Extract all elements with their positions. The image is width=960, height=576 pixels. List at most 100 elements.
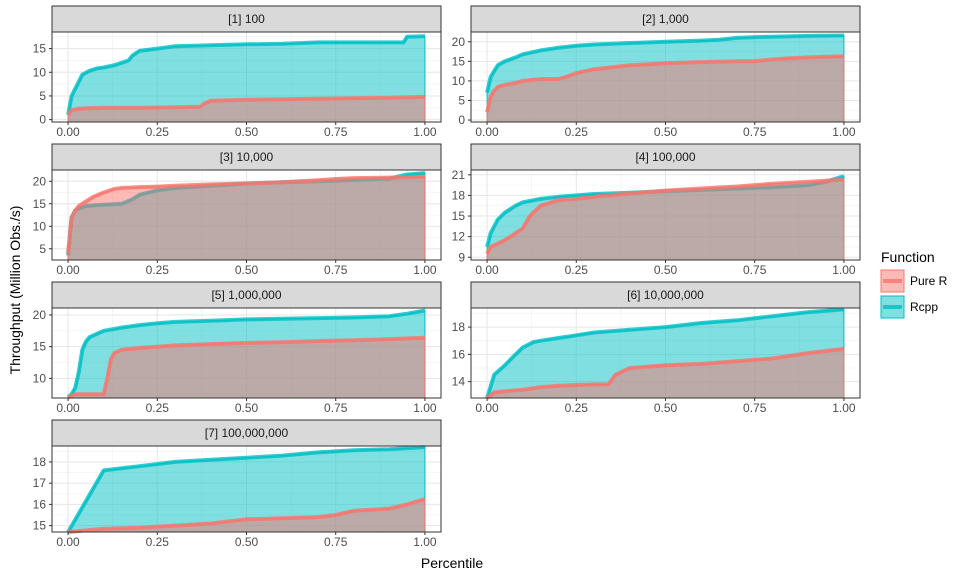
panel-strip-label: [7] 100,000,000 <box>205 426 289 440</box>
line-rcpp <box>66 308 426 399</box>
panel-1: [1] 100 0 5 10 15 0.00 0.25 0.50 0.75 1.00 <box>33 5 442 139</box>
x-tick-label: 0.00 <box>56 263 80 277</box>
line-rcpp <box>66 445 426 534</box>
legend-label: Pure R <box>910 274 948 288</box>
panel-strip-label: [2] 1,000 <box>642 12 689 26</box>
x-tick-label: 0.00 <box>475 263 499 277</box>
x-tick-label: 0.50 <box>654 401 678 415</box>
y-tick-label: 15 <box>452 209 466 223</box>
y-tick-label: 16 <box>452 347 466 361</box>
y-tick-label: 5 <box>458 93 465 107</box>
line-pure-r <box>485 346 845 400</box>
line-rcpp <box>485 33 844 94</box>
y-tick-label: 20 <box>33 174 47 188</box>
x-tick-label: 0.00 <box>56 535 80 549</box>
x-tick-label: 0.50 <box>654 125 678 139</box>
legend-key-rcpp: Rcpp <box>880 295 938 319</box>
y-tick-label: 9 <box>458 250 465 264</box>
x-tick-label: 0.75 <box>324 263 348 277</box>
y-tick-label: 5 <box>39 89 46 103</box>
x-axis-title: Percentile <box>421 555 483 571</box>
line-pure-r <box>485 177 845 255</box>
x-tick-label: 0.25 <box>565 263 589 277</box>
y-tick-label: 15 <box>33 519 47 533</box>
y-tick-label: 20 <box>452 35 466 49</box>
y-tick-label: 10 <box>33 65 47 79</box>
line-pure-r <box>66 174 425 254</box>
x-tick-label: 0.75 <box>743 263 767 277</box>
y-tick-label: 0 <box>458 113 465 127</box>
y-tick-label: 15 <box>452 54 466 68</box>
y-tick-label: 15 <box>33 197 47 211</box>
x-tick-label: 0.50 <box>235 401 259 415</box>
x-tick-label: 0.75 <box>324 125 348 139</box>
panel-strip <box>470 281 861 309</box>
y-tick-label: 17 <box>33 476 47 490</box>
x-tick-label: 1.00 <box>832 125 856 139</box>
y-tick-label: 10 <box>452 74 466 88</box>
x-tick-label: 0.75 <box>743 401 767 415</box>
y-tick-label: 15 <box>33 42 47 56</box>
line-pure-r <box>67 497 426 534</box>
y-tick-label: 5 <box>39 242 46 256</box>
panel-strip <box>51 143 442 171</box>
y-tick-label: 0 <box>39 113 46 127</box>
panel-strip <box>51 5 442 33</box>
panel-strip-label: [5] 1,000,000 <box>211 288 281 302</box>
panel-strip-label: [3] 10,000 <box>220 150 274 164</box>
panel-strip-label: [4] 100,000 <box>635 150 695 164</box>
line-pure-r <box>485 54 844 113</box>
legend-label: Rcpp <box>910 300 938 314</box>
y-tick-label: 18 <box>33 455 47 469</box>
x-tick-label: 0.75 <box>743 125 767 139</box>
y-tick-label: 10 <box>33 371 47 385</box>
x-tick-label: 0.25 <box>565 401 589 415</box>
x-tick-label: 0.50 <box>235 263 259 277</box>
y-tick-label: 16 <box>33 497 47 511</box>
y-tick-label: 14 <box>452 375 466 389</box>
legend-key-pure-r: Pure R <box>880 269 948 293</box>
x-tick-label: 1.00 <box>832 401 856 415</box>
y-tick-label: 20 <box>33 308 47 322</box>
x-tick-label: 1.00 <box>832 263 856 277</box>
y-tick-label: 18 <box>452 320 466 334</box>
legend: Function Pure R Rcpp <box>880 249 948 319</box>
panel-6: [6] 10,000,000 14 16 18 0.00 0.25 0.50 0.75 1.00 <box>452 281 861 415</box>
x-tick-label: 0.25 <box>146 401 170 415</box>
y-tick-label: 21 <box>452 168 466 182</box>
x-tick-label: 1.00 <box>413 125 437 139</box>
x-tick-label: 1.00 <box>413 535 437 549</box>
x-tick-label: 0.50 <box>235 535 259 549</box>
x-tick-label: 0.50 <box>235 125 259 139</box>
panel-3: [3] 10,000 5 10 15 20 0.00 0.25 0.50 0.75 1.00 <box>33 143 442 277</box>
x-tick-label: 0.25 <box>565 125 589 139</box>
line-pure-r <box>66 94 425 117</box>
line-rcpp <box>485 307 845 399</box>
panel-5: [5] 1,000,000 10 15 20 0.00 0.25 0.50 0.75 1.00 <box>33 281 442 415</box>
panel-2: [2] 1,000 0 5 10 15 20 0.00 0.25 0.50 0.75 1.00 <box>452 5 861 139</box>
y-tick-label: 12 <box>452 230 466 244</box>
x-tick-label: 0.75 <box>324 535 348 549</box>
line-pure-r <box>67 335 425 400</box>
y-axis-title: Throughput (Million Obs./s) <box>7 206 23 375</box>
x-tick-label: 0.00 <box>56 401 80 415</box>
x-tick-label: 0.00 <box>475 125 499 139</box>
legend-title: Function <box>881 249 935 265</box>
x-tick-label: 0.50 <box>654 263 678 277</box>
x-tick-label: 0.00 <box>475 401 499 415</box>
y-tick-label: 15 <box>33 340 47 354</box>
panel-4: [4] 100,000 9 12 15 18 21 0.00 0.25 0.50 0.75 1.00 <box>452 143 861 277</box>
panel-strip <box>470 143 861 171</box>
line-rcpp <box>66 34 425 116</box>
x-tick-label: 0.25 <box>146 263 170 277</box>
x-tick-label: 1.00 <box>413 401 437 415</box>
x-tick-label: 1.00 <box>413 263 437 277</box>
x-tick-label: 0.75 <box>324 401 348 415</box>
x-tick-label: 0.00 <box>56 125 80 139</box>
y-tick-label: 10 <box>33 219 47 233</box>
y-tick-label: 18 <box>452 188 466 202</box>
x-tick-label: 0.25 <box>146 535 170 549</box>
panel-strip-label: [1] 100 <box>228 12 265 26</box>
x-tick-label: 0.25 <box>146 125 170 139</box>
